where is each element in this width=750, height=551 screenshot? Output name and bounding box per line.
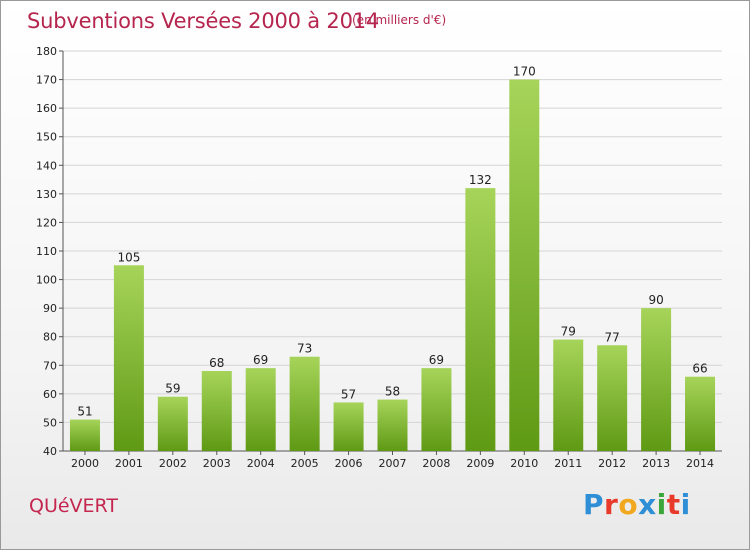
- data-label-2010: 170: [513, 65, 536, 79]
- y-tick-label: 160: [36, 102, 57, 115]
- data-label-2011: 79: [561, 325, 576, 339]
- logo-letter: o: [618, 488, 639, 521]
- x-tick-label-2007: 2007: [379, 457, 407, 470]
- x-tick-label-2009: 2009: [466, 457, 494, 470]
- bar-2009: [465, 188, 496, 451]
- y-tick-label: 150: [36, 131, 57, 144]
- data-label-2000: 51: [77, 405, 92, 419]
- bar-2006: [333, 402, 364, 451]
- x-tick-label-2013: 2013: [642, 457, 670, 470]
- bar-2012: [597, 345, 628, 451]
- bar-2005: [289, 356, 320, 451]
- data-label-2005: 73: [297, 342, 312, 356]
- x-tick-label-2001: 2001: [115, 457, 143, 470]
- commune-name: QUéVERT: [29, 495, 118, 517]
- bar-2004: [245, 368, 276, 451]
- x-tick-label-2014: 2014: [686, 457, 714, 470]
- x-tick-label-2010: 2010: [510, 457, 538, 470]
- bar-2008: [421, 368, 452, 451]
- y-tick-label: 120: [36, 216, 57, 229]
- y-tick-label: 70: [43, 359, 57, 372]
- data-labels: 51 105 59 68 69 73 57 58 69 132 170 79 77 90 66: [77, 65, 707, 419]
- x-tick-label-2002: 2002: [159, 457, 187, 470]
- x-tick-label-2004: 2004: [247, 457, 275, 470]
- proxiti-logo[interactable]: Proxiti: [583, 488, 691, 521]
- data-label-2009: 132: [469, 173, 492, 187]
- bar-2000: [69, 419, 100, 451]
- y-tick-label: 130: [36, 188, 57, 201]
- data-label-2006: 57: [341, 387, 356, 401]
- data-label-2013: 90: [648, 293, 663, 307]
- logo-letter: r: [604, 488, 619, 521]
- data-label-2007: 58: [385, 385, 400, 399]
- logo-letter: P: [583, 488, 605, 521]
- y-tick-label: 170: [36, 74, 57, 87]
- x-tick-label-2000: 2000: [71, 457, 99, 470]
- bar-2011: [553, 339, 584, 451]
- data-label-2008: 69: [429, 353, 444, 367]
- x-tick-label-2011: 2011: [554, 457, 582, 470]
- logo-letter: i: [656, 488, 667, 521]
- bar-2014: [685, 376, 716, 451]
- data-label-2004: 69: [253, 353, 268, 367]
- x-tick-label-2008: 2008: [422, 457, 450, 470]
- data-label-2002: 59: [165, 382, 180, 396]
- x-tick-label-2012: 2012: [598, 457, 626, 470]
- y-tick-label: 110: [36, 245, 57, 258]
- logo-letter: t: [666, 488, 681, 521]
- y-tick-label: 140: [36, 159, 57, 172]
- bar-2013: [641, 308, 672, 451]
- bar-2010: [509, 79, 540, 452]
- y-tick-label: 180: [36, 45, 57, 58]
- y-tick-label: 50: [43, 416, 57, 429]
- y-tick-label: 90: [43, 302, 57, 315]
- y-tick-label: 60: [43, 388, 57, 401]
- bar-2002: [157, 396, 188, 451]
- bar-2003: [201, 371, 232, 451]
- data-label-2001: 105: [117, 250, 140, 264]
- bars: [69, 79, 716, 452]
- data-label-2003: 68: [209, 356, 224, 370]
- tick-labels: 40 50 60 70 80 90 100 110 120 130 140 150 160 170 180 2…: [36, 45, 714, 470]
- logo-letter: i: [680, 488, 691, 521]
- y-tick-label: 100: [36, 274, 57, 287]
- bar-2007: [377, 399, 408, 451]
- x-tick-label-2003: 2003: [203, 457, 231, 470]
- y-tick-label: 80: [43, 331, 57, 344]
- bar-2001: [113, 265, 144, 451]
- chart-title: Subventions Versées 2000 à 2014: [27, 9, 380, 33]
- x-tick-label-2005: 2005: [291, 457, 319, 470]
- chart-unit: (en milliers d'€): [352, 13, 447, 27]
- data-label-2014: 66: [692, 362, 707, 376]
- y-tick-label: 40: [43, 445, 57, 458]
- logo-letter: x: [638, 488, 657, 521]
- data-label-2012: 77: [605, 330, 620, 344]
- x-tick-label-2006: 2006: [335, 457, 363, 470]
